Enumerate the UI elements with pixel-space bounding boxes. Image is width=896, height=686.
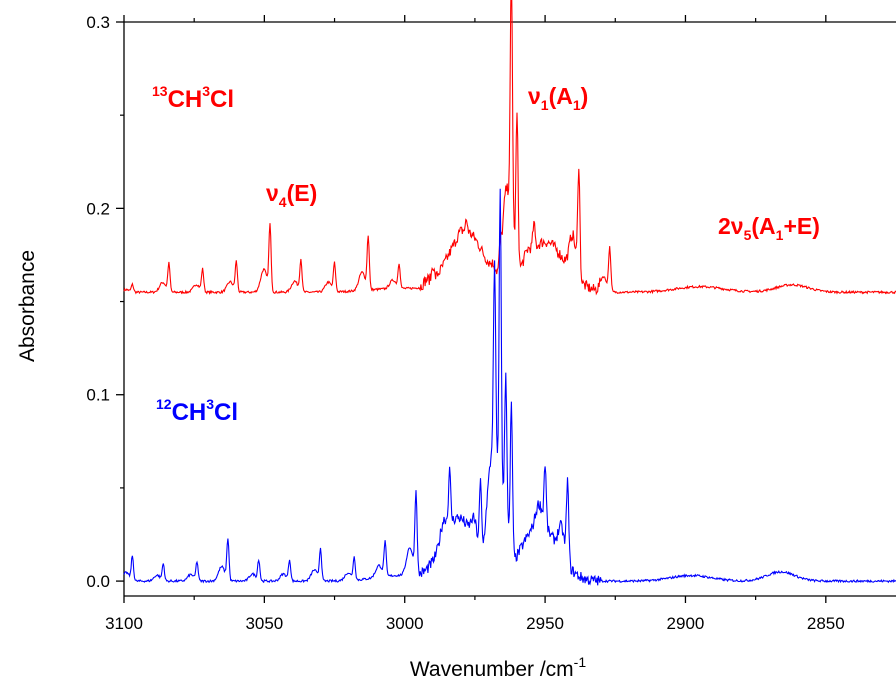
label-2nu5-post: (A: [751, 213, 775, 239]
label-12ch3cl-ch: CH: [172, 399, 207, 426]
tick-layer: 3100 3050 3000 2950 2900 2850 0.0 0.1 0.2 0.3: [86, 13, 844, 633]
label-2nu5-sub2: 1: [776, 227, 784, 243]
label-2nu5-nu: 2ν: [718, 213, 744, 239]
x-tick-label: 2900: [667, 614, 705, 633]
label-nu1-nu: ν: [528, 83, 541, 109]
label-nu4-nu: ν: [266, 180, 279, 206]
label-nu1-post2: ): [581, 83, 589, 109]
label-13ch3cl: 13CH3Cl: [152, 83, 234, 113]
y-tick-label: 0.2: [86, 199, 110, 218]
y-axis-title: Absorbance: [16, 250, 39, 362]
label-13ch3cl-sup3: 3: [202, 83, 210, 99]
series-12ch3cl-line: [123, 188, 896, 586]
label-13ch3cl-cl: Cl: [210, 86, 234, 113]
label-2nu5-post2: +E): [783, 213, 819, 239]
x-tick-label: 3050: [245, 614, 283, 633]
y-tick-label: 0.1: [86, 386, 110, 405]
label-13ch3cl-ch: CH: [168, 86, 203, 113]
label-12ch3cl-sup3: 3: [206, 396, 214, 412]
label-nu4-post: (E): [287, 180, 318, 206]
label-nu1-post: (A: [549, 83, 573, 109]
label-nu4: ν4(E): [266, 180, 317, 210]
label-nu1-sub: 1: [541, 97, 549, 113]
plot-frame: [123, 21, 896, 597]
label-12ch3cl: 12CH3Cl: [156, 396, 238, 426]
label-2nu5: 2ν5(A1+E): [718, 213, 820, 243]
label-2nu5-sub: 5: [744, 227, 752, 243]
x-tick-label: 2950: [526, 614, 564, 633]
x-tick-label: 2850: [807, 614, 845, 633]
label-12ch3cl-cl: Cl: [214, 399, 238, 426]
series-13ch3cl-line: [123, 0, 896, 296]
label-12ch3cl-sup: 12: [156, 396, 172, 412]
y-tick-label: 0.3: [86, 13, 110, 32]
series-layer: [123, 0, 896, 586]
x-tick-label: 3000: [386, 614, 424, 633]
x-tick-label: 3100: [105, 614, 143, 633]
label-nu4-sub: 4: [279, 194, 287, 210]
y-tick-label: 0.0: [86, 572, 110, 591]
label-13ch3cl-sup: 13: [152, 83, 168, 99]
label-nu1: ν1(A1): [528, 83, 588, 113]
x-axis-title: Wavenumber /cm-1: [410, 654, 586, 681]
label-nu1-sub2: 1: [573, 97, 581, 113]
x-axis-title-text: Wavenumber /cm: [410, 658, 574, 681]
x-axis-title-sup: -1: [574, 654, 587, 670]
